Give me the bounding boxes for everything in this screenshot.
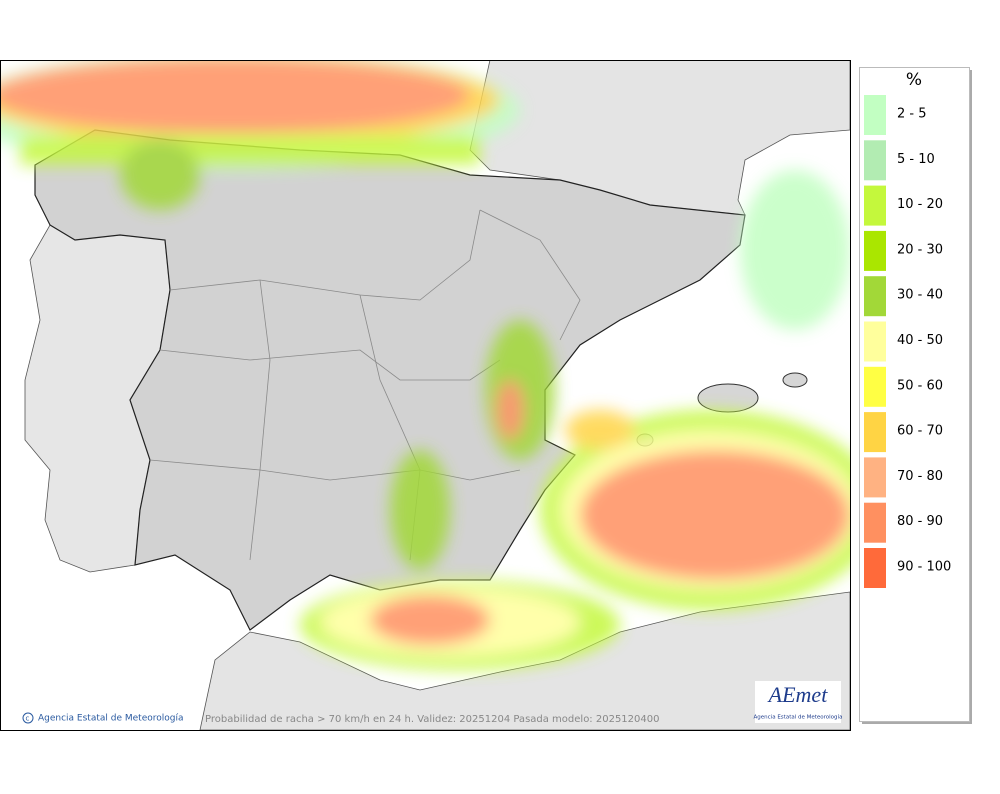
legend-label: 2 - 5: [897, 107, 927, 122]
legend-label: 5 - 10: [897, 152, 935, 167]
legend-label: 50 - 60: [897, 378, 943, 393]
legend-label: 10 - 20: [897, 197, 943, 212]
legend-label: 30 - 40: [897, 288, 943, 303]
legend-swatch: [864, 548, 886, 588]
logo-name: AEmet: [767, 682, 829, 707]
map-frame: [0, 60, 851, 731]
credit: Agencia Estatal de Meteorología: [38, 714, 184, 724]
legend-swatch: [864, 412, 886, 453]
island: [697, 383, 759, 413]
legend-items: 2 - 5 5 - 10 10 - 20 20 - 30 30 - 40 40 - 50 5…: [864, 95, 951, 588]
legend-swatch: [864, 95, 886, 135]
legend-label: 40 - 50: [897, 333, 943, 348]
legend-swatch: [864, 140, 886, 181]
copyright-c: c: [26, 715, 30, 723]
legend-label: 60 - 70: [897, 424, 943, 439]
legend-swatch: [864, 366, 886, 407]
map: [1, 60, 850, 730]
legend-swatch: [864, 185, 886, 226]
logo-subtitle: Agencia Estatal de Meteorología: [754, 714, 843, 721]
land-africa: [199, 591, 850, 730]
legend-swatch: [864, 230, 886, 271]
probability-field: [1, 60, 850, 670]
copyright-icon: [22, 712, 34, 724]
island: [782, 372, 808, 388]
legend-swatch: [864, 457, 886, 498]
legend-title: %: [906, 70, 922, 90]
caption: Probabilidad de racha > 70 km/h en 24 h.…: [205, 714, 659, 725]
legend-swatch: [864, 321, 886, 362]
land-france: [469, 60, 850, 216]
legend-label: 20 - 30: [897, 242, 943, 257]
legend-label: 70 - 80: [897, 469, 943, 484]
legend-swatch: [864, 276, 886, 317]
land-spain: [34, 129, 746, 631]
legend-label: 90 - 100: [897, 560, 951, 575]
logo-box: [755, 681, 841, 723]
legend-label: 80 - 90: [897, 514, 943, 529]
legend-swatch: [864, 502, 886, 543]
